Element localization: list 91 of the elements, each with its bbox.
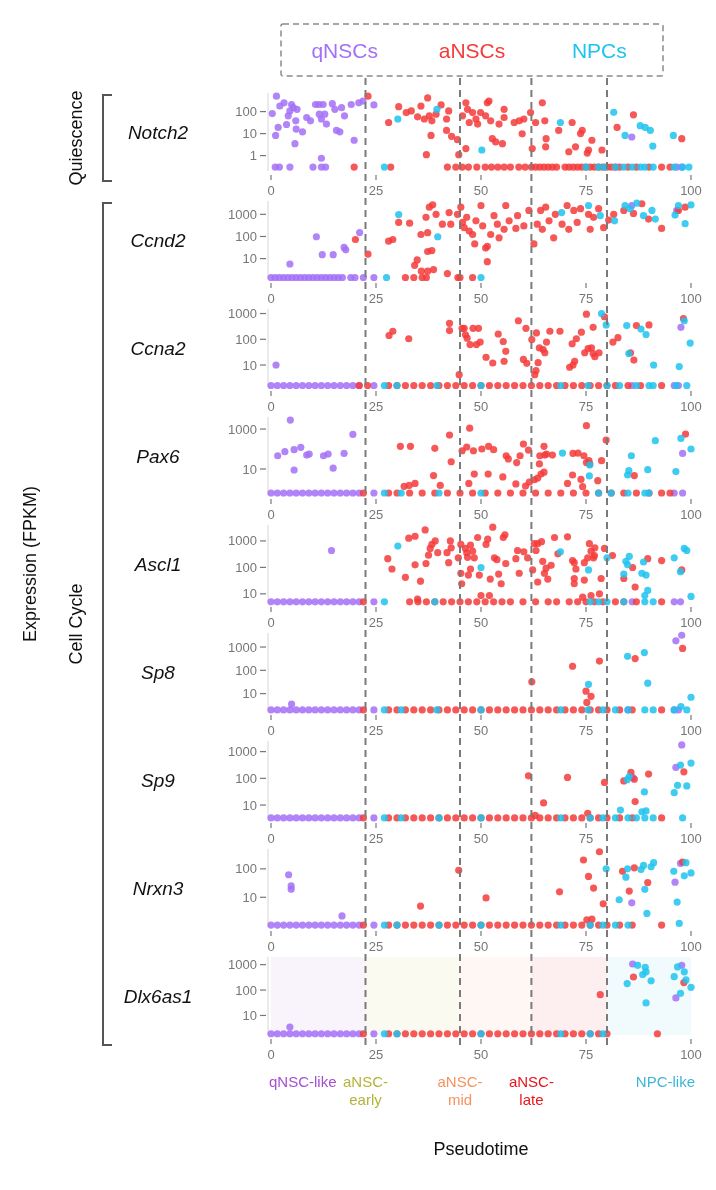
y-tick-label: 1000 [228,306,257,322]
x-tick-label: 25 [368,723,384,738]
x-tick-label: 100 [680,291,702,306]
text: Ccnd2 [130,230,186,251]
x-tick-label: 50 [473,507,489,522]
x-tick-label: 75 [578,939,594,954]
x-tick-label: 25 [368,507,384,522]
y-tick-label: 10 [242,461,257,477]
x-tick-label: 25 [368,615,384,630]
y-tick-label: 100 [235,331,257,347]
series-label: aNSCs [438,39,506,62]
y-tick-label: 10 [242,797,257,813]
text: Quiescence [66,90,86,186]
x-tick-label: 50 [473,723,489,738]
band-label: NPC-like [635,1073,695,1090]
x-tick-label: 0 [267,831,275,846]
y-tick-label: 100 [235,770,257,786]
y-tick-label: 10 [242,1007,257,1023]
y-tick-label: 100 [235,559,257,575]
x-tick-label: 0 [267,291,275,306]
y-tick-label: 10 [242,251,257,267]
y-tick-label: 1000 [228,206,257,222]
y-tick-label: 100 [235,104,257,120]
x-tick-label: 0 [267,507,275,522]
y-axis-title: Expression (FPKM) [20,485,40,643]
x-tick-label: 50 [473,291,489,306]
x-tick-label: 50 [473,1047,489,1062]
y-tick-label: 10 [242,586,257,602]
x-tick-label: 25 [368,939,384,954]
text: NPCs [571,39,627,62]
x-tick-label: 75 [578,183,594,198]
y-tick-label: 1000 [228,639,257,655]
text: Dlx6as1 [123,986,193,1007]
x-axis-title: Pseudotime [433,1139,529,1159]
x-tick-label: 0 [267,183,275,198]
text: Sp8 [141,662,176,683]
x-tick-label: 0 [267,723,275,738]
text: Pax6 [136,446,181,467]
x-tick-label: 100 [680,399,702,414]
y-tick-label: 10 [242,126,257,142]
y-tick-label: 10 [242,357,257,373]
x-tick-label: 50 [473,399,489,414]
band-label: qNSC-like [269,1073,337,1090]
x-tick-label: 0 [267,399,275,414]
y-tick-label: 100 [235,861,257,877]
x-tick-label: 75 [578,723,594,738]
y-tick-label: 10 [242,686,257,702]
text: Ccna2 [130,338,186,359]
y-tick-label: 1 [249,148,257,164]
y-tick-label: 100 [235,228,257,244]
x-tick-label: 75 [578,831,594,846]
y-tick-label: 100 [235,662,257,678]
x-tick-label: 50 [473,831,489,846]
x-tick-label: 50 [473,615,489,630]
series-label: qNSCs [311,39,378,62]
text: Nrxn3 [132,878,184,899]
x-tick-label: 50 [473,183,489,198]
x-tick-label: 25 [368,399,384,414]
band-label: aNSC- mid [437,1073,483,1108]
x-tick-label: 25 [368,1047,384,1062]
x-tick-label: 100 [680,723,702,738]
y-tick-label: 1000 [228,533,257,549]
x-tick-label: 100 [680,939,702,954]
text: Ascl1 [133,554,182,575]
x-tick-label: 0 [267,1047,275,1062]
x-tick-label: 75 [578,507,594,522]
x-tick-label: 100 [680,183,702,198]
text: Cell Cycle [66,583,86,665]
x-tick-label: 75 [578,615,594,630]
text: Notch2 [127,122,189,143]
x-tick-label: 100 [680,507,702,522]
x-tick-label: 100 [680,831,702,846]
y-tick-label: 1000 [228,957,257,973]
x-tick-label: 75 [578,399,594,414]
band-label: aNSC- late [508,1073,554,1108]
x-tick-label: 100 [680,1047,702,1062]
x-tick-label: 0 [267,939,275,954]
x-tick-label: 25 [368,831,384,846]
y-tick-label: 100 [235,982,257,998]
text: Sp9 [141,770,176,791]
x-tick-label: 50 [473,939,489,954]
x-tick-label: 100 [680,615,702,630]
x-tick-label: 0 [267,615,275,630]
y-tick-label: 10 [242,889,257,905]
x-tick-label: 25 [368,291,384,306]
y-tick-label: 1000 [228,421,257,437]
x-tick-label: 25 [368,183,384,198]
band-label: aNSC- early [342,1073,389,1108]
y-tick-label: 1000 [228,744,257,760]
x-tick-label: 75 [578,291,594,306]
x-tick-label: 75 [578,1047,594,1062]
